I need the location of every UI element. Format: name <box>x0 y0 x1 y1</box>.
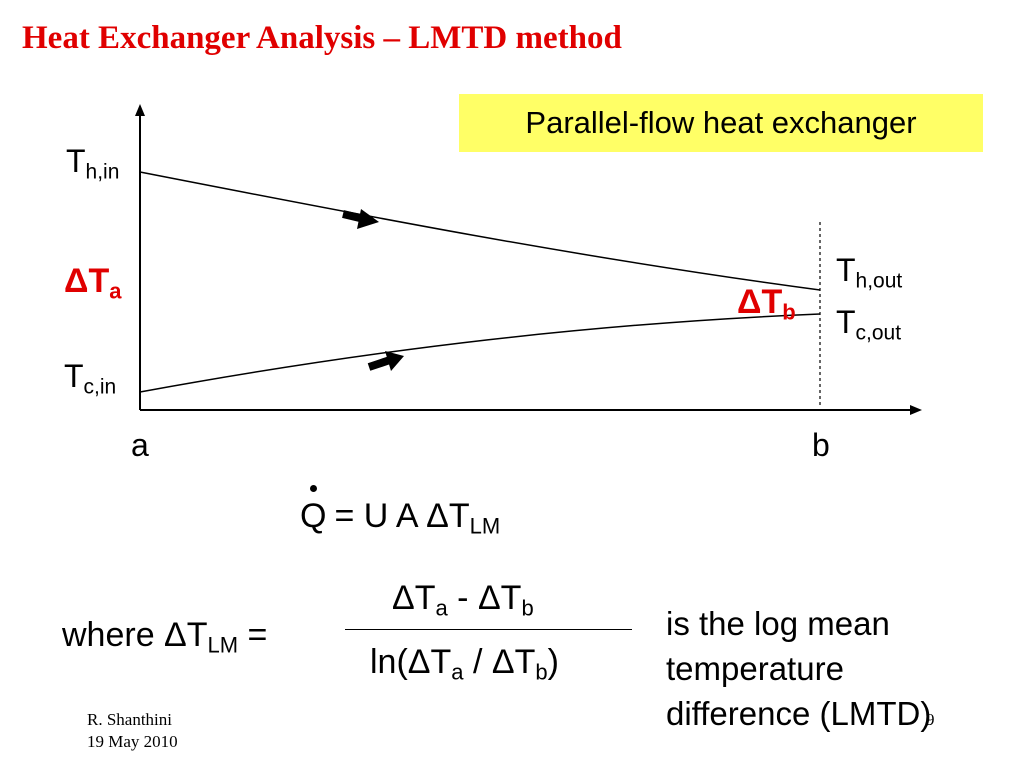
lmtd-numerator: ΔTa - ΔTb <box>392 579 534 621</box>
delta-t-a-label: ΔTa <box>64 262 122 304</box>
subtitle-box: Parallel-flow heat exchanger <box>459 94 983 152</box>
cold-inlet-label: Tc,in <box>64 358 117 399</box>
footer-author: R. Shanthini <box>87 710 173 729</box>
cold-fluid-line <box>139 313 821 393</box>
hot-fluid-line <box>139 171 821 291</box>
footer-date: 19 May 2010 <box>87 732 178 751</box>
lmtd-where-label: where ΔTLM = <box>62 616 268 658</box>
axis-point-b: b <box>812 427 830 463</box>
slide-title: Heat Exchanger Analysis – LMTD method <box>22 20 622 56</box>
x-axis-arrowhead <box>910 405 922 415</box>
hot-outlet-label: Th,out <box>836 252 903 293</box>
rate-dot <box>310 485 317 492</box>
hot-inlet-label: Th,in <box>66 143 120 184</box>
axis-point-a: a <box>131 427 149 463</box>
page-number: 9 <box>926 710 935 729</box>
fraction-bar <box>345 629 632 630</box>
hot-flow-arrow <box>342 209 379 229</box>
delta-t-b-label: ΔTb <box>737 283 796 325</box>
cold-flow-arrow <box>367 351 404 371</box>
lmtd-description: is the log mean temperature difference (… <box>666 605 932 732</box>
heat-rate-equation: Q = U A ΔTLM <box>300 485 500 538</box>
lmtd-denominator: ln(ΔTa / ΔTb) <box>370 643 559 685</box>
heat-rate-symbol: Q <box>300 485 326 533</box>
cold-outlet-label: Tc,out <box>836 304 902 345</box>
y-axis-arrowhead <box>135 104 145 116</box>
